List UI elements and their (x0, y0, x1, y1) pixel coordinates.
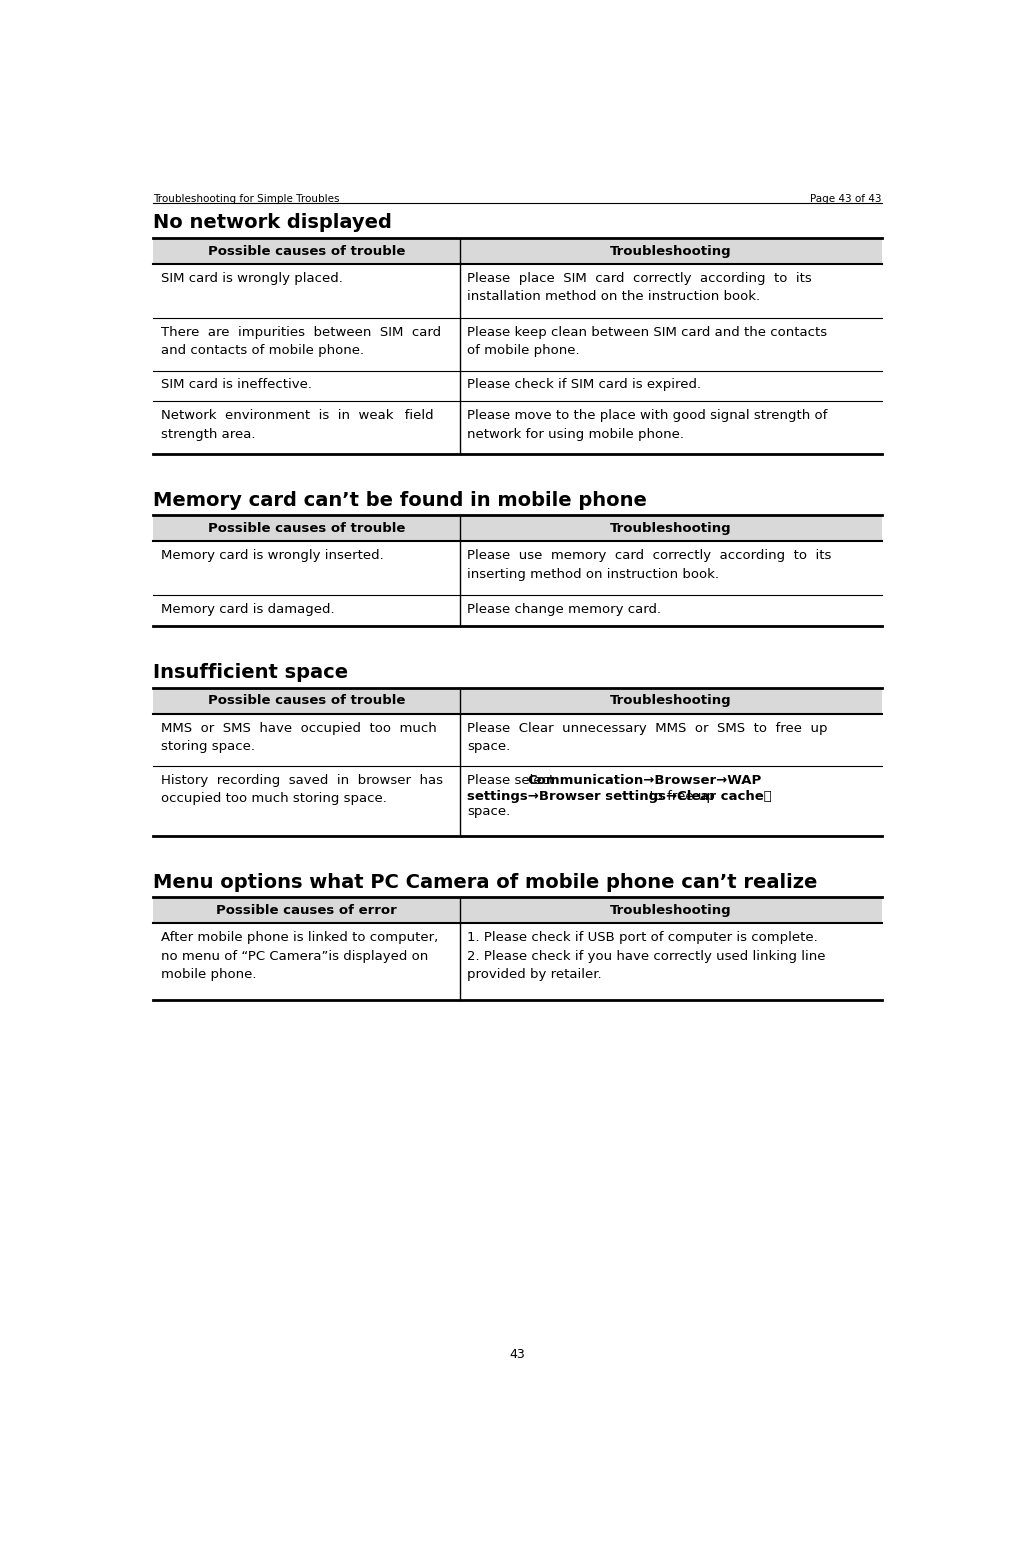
Text: Troubleshooting: Troubleshooting (610, 522, 731, 535)
Text: Please  use  memory  card  correctly  according  to  its
inserting method on ins: Please use memory card correctly accordi… (468, 549, 831, 581)
Text: SIM card is wrongly placed.: SIM card is wrongly placed. (162, 272, 343, 284)
Bar (154, 516, 882, 541)
Text: No network displayed: No network displayed (154, 213, 392, 233)
Text: Communication→Browser→WAP: Communication→Browser→WAP (527, 774, 762, 786)
Text: Page 43 of 43: Page 43 of 43 (810, 194, 882, 204)
Text: Memory card is wrongly inserted.: Memory card is wrongly inserted. (162, 549, 384, 563)
Text: Insufficient space: Insufficient space (154, 664, 348, 682)
Text: Troubleshooting: Troubleshooting (610, 695, 731, 707)
Text: After mobile phone is linked to computer,
no menu of “PC Camera”is displayed on
: After mobile phone is linked to computer… (162, 931, 438, 981)
Text: Troubleshooting: Troubleshooting (610, 904, 731, 917)
Text: 43: 43 (510, 1349, 525, 1361)
Text: Memory card can’t be found in mobile phone: Memory card can’t be found in mobile pho… (154, 491, 647, 510)
Text: settings→Browser settings→Clear cache］: settings→Browser settings→Clear cache］ (468, 789, 772, 802)
Text: space.: space. (468, 805, 510, 819)
Text: Possible causes of trouble: Possible causes of trouble (208, 244, 405, 258)
Text: Please select: Please select (468, 774, 559, 786)
Text: Possible causes of error: Possible causes of error (216, 904, 397, 917)
Text: History  recording  saved  in  browser  has
occupied too much storing space.: History recording saved in browser has o… (162, 774, 443, 805)
Text: MMS  or  SMS  have  occupied  too  much
storing space.: MMS or SMS have occupied too much storin… (162, 721, 437, 754)
Text: There  are  impurities  between  SIM  card
and contacts of mobile phone.: There are impurities between SIM card an… (162, 326, 441, 357)
Bar (154, 897, 882, 923)
Text: Please change memory card.: Please change memory card. (468, 603, 662, 615)
Text: to free up: to free up (640, 789, 715, 802)
Bar (154, 688, 882, 713)
Text: Please keep clean between SIM card and the contacts
of mobile phone.: Please keep clean between SIM card and t… (468, 326, 827, 357)
Text: Possible causes of trouble: Possible causes of trouble (208, 695, 405, 707)
Text: Memory card is damaged.: Memory card is damaged. (162, 603, 334, 615)
Text: Troubleshooting for Simple Troubles: Troubleshooting for Simple Troubles (154, 194, 340, 204)
Text: Troubleshooting: Troubleshooting (610, 244, 731, 258)
Text: Menu options what PC Camera of mobile phone can’t realize: Menu options what PC Camera of mobile ph… (154, 872, 818, 892)
Text: After mobile phone is linked to computer,
no menu of “: After mobile phone is linked to computer… (162, 946, 438, 977)
Text: SIM card is ineffective.: SIM card is ineffective. (162, 378, 312, 392)
Text: Network  environment  is  in  weak   field
strength area.: Network environment is in weak field str… (162, 409, 433, 440)
Text: Please move to the place with good signal strength of
network for using mobile p: Please move to the place with good signa… (468, 409, 827, 440)
Bar (154, 238, 882, 264)
Text: Please  Clear  unnecessary  MMS  or  SMS  to  free  up
space.: Please Clear unnecessary MMS or SMS to f… (468, 721, 828, 754)
Text: Please check if SIM card is expired.: Please check if SIM card is expired. (468, 378, 701, 392)
Text: Please  place  SIM  card  correctly  according  to  its
installation method on t: Please place SIM card correctly accordin… (468, 272, 812, 303)
Text: 1. Please check if USB port of computer is complete.
2. Please check if you have: 1. Please check if USB port of computer … (468, 931, 826, 981)
Text: Possible causes of trouble: Possible causes of trouble (208, 522, 405, 535)
